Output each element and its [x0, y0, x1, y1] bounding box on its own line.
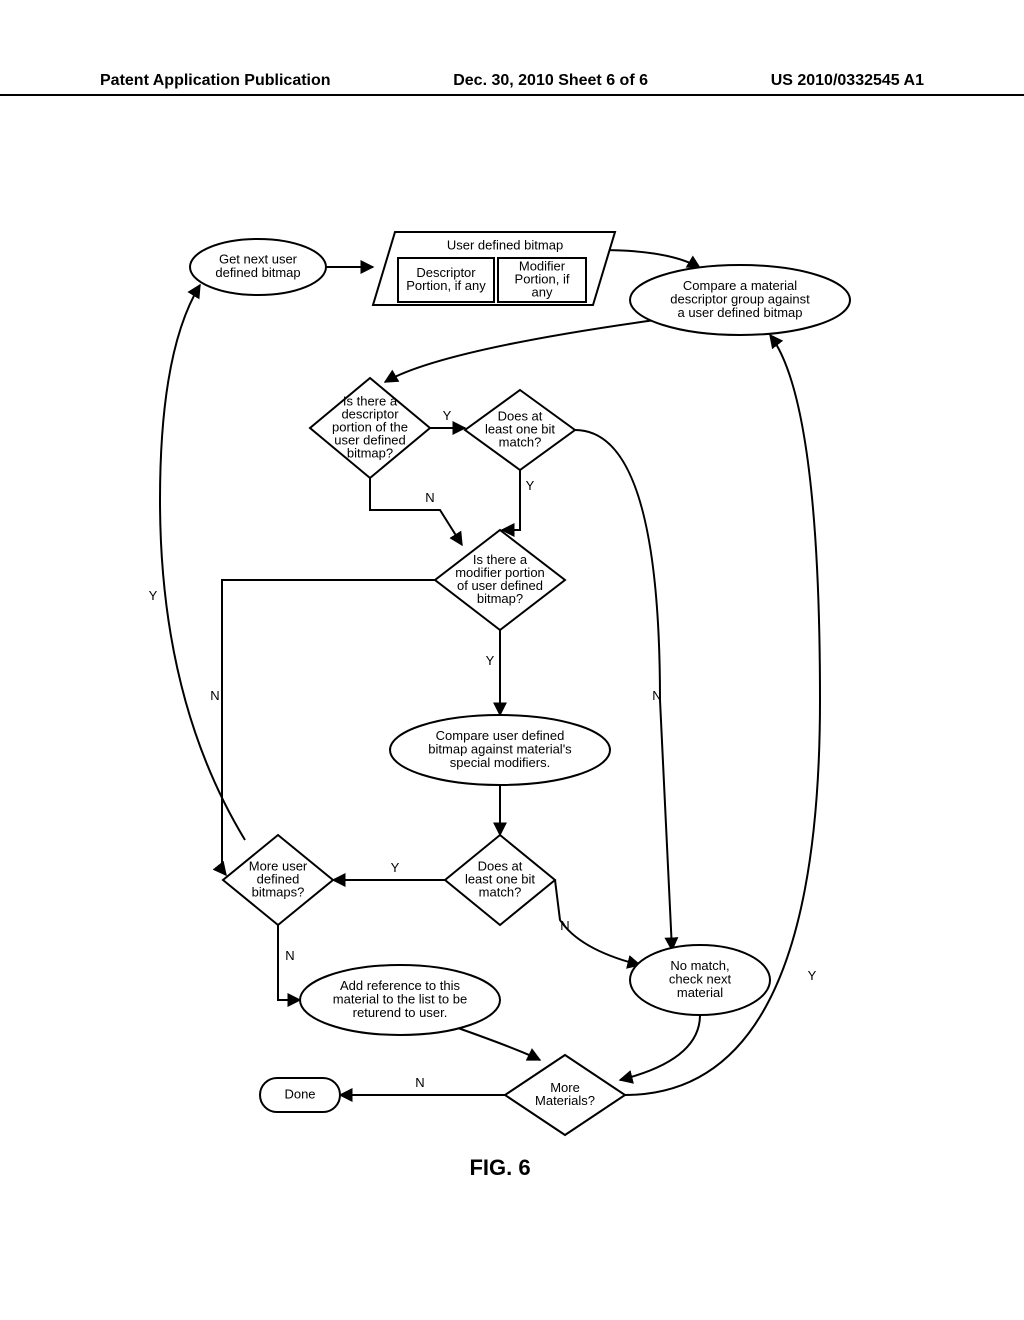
svg-text:N: N: [285, 948, 294, 963]
svg-text:defined bitmap: defined bitmap: [215, 265, 300, 280]
svg-text:Y: Y: [808, 968, 817, 983]
svg-text:special modifiers.: special modifiers.: [450, 755, 550, 770]
edge: [385, 320, 655, 382]
svg-text:bitmap?: bitmap?: [347, 445, 393, 460]
svg-text:a user defined bitmap: a user defined bitmap: [677, 305, 802, 320]
page-root: Patent Application Publication Dec. 30, …: [0, 0, 1024, 1320]
svg-text:Y: Y: [486, 653, 495, 668]
svg-text:N: N: [652, 688, 661, 703]
svg-text:returend to user.: returend to user.: [353, 1005, 448, 1020]
edge: [222, 580, 435, 870]
edge: [502, 470, 520, 530]
svg-text:Portion, if any: Portion, if any: [406, 278, 486, 293]
svg-text:Y: Y: [526, 478, 535, 493]
svg-text:match?: match?: [499, 434, 542, 449]
svg-text:bitmap?: bitmap?: [477, 591, 523, 606]
svg-text:match?: match?: [479, 884, 522, 899]
svg-text:Y: Y: [443, 408, 452, 423]
flowchart-svg: YNYNYNYNYNNY Get next userdefined bitmap…: [0, 0, 1024, 1320]
svg-text:N: N: [415, 1075, 424, 1090]
edge: [458, 1028, 540, 1060]
svg-text:any: any: [532, 284, 553, 299]
svg-text:N: N: [210, 688, 219, 703]
svg-text:N: N: [425, 490, 434, 505]
svg-text:Done: Done: [284, 1086, 315, 1101]
svg-text:N: N: [560, 918, 569, 933]
svg-text:material: material: [677, 985, 723, 1000]
svg-text:User defined bitmap: User defined bitmap: [447, 237, 563, 252]
svg-text:Materials?: Materials?: [535, 1093, 595, 1108]
svg-text:Y: Y: [149, 588, 158, 603]
figure-label: FIG. 6: [469, 1155, 530, 1180]
edge: [620, 1015, 700, 1080]
edge: [370, 478, 462, 545]
svg-text:Y: Y: [391, 860, 400, 875]
edge: [160, 285, 245, 840]
edge: [600, 250, 700, 268]
svg-text:bitmaps?: bitmaps?: [252, 884, 305, 899]
